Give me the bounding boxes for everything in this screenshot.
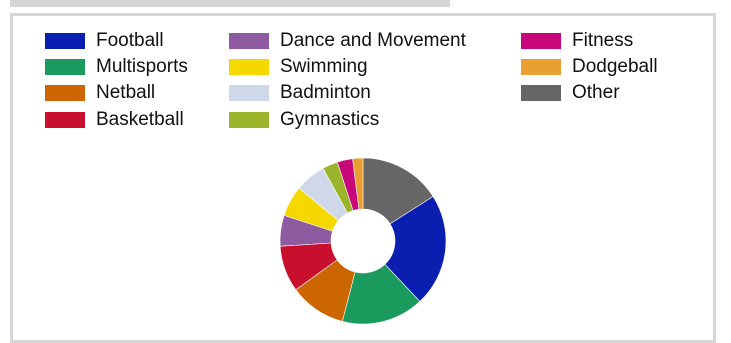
legend-swatch bbox=[521, 85, 561, 101]
legend-swatch bbox=[229, 85, 269, 101]
legend-item[interactable]: Dance and Movement bbox=[229, 31, 466, 51]
donut-slice-football[interactable] bbox=[384, 196, 447, 302]
legend-item[interactable]: Swimming bbox=[229, 57, 368, 77]
legend-label: Multisports bbox=[96, 56, 188, 77]
top-divider bbox=[10, 0, 450, 7]
donut-chart bbox=[279, 157, 447, 325]
legend-item[interactable]: Basketball bbox=[45, 110, 184, 130]
legend-swatch bbox=[45, 33, 85, 49]
donut-slice-dodgeball[interactable] bbox=[352, 157, 364, 210]
legend-swatch bbox=[229, 59, 269, 75]
legend-label: Basketball bbox=[96, 109, 184, 130]
legend-item[interactable]: Netball bbox=[45, 83, 155, 103]
legend-swatch bbox=[229, 33, 269, 49]
legend-item[interactable]: Dodgeball bbox=[521, 57, 658, 77]
legend-swatch bbox=[521, 33, 561, 49]
legend-item[interactable]: Other bbox=[521, 83, 620, 103]
legend-item[interactable]: Gymnastics bbox=[229, 110, 379, 130]
legend-swatch bbox=[45, 59, 85, 75]
legend-label: Badminton bbox=[280, 82, 371, 103]
legend-label: Dodgeball bbox=[572, 56, 658, 77]
legend-label: Football bbox=[96, 30, 164, 51]
legend-swatch bbox=[45, 112, 85, 128]
legend-label: Fitness bbox=[572, 30, 634, 51]
legend-item[interactable]: Fitness bbox=[521, 31, 633, 51]
legend-item[interactable]: Multisports bbox=[45, 57, 188, 77]
legend-label: Swimming bbox=[280, 56, 368, 77]
legend-swatch bbox=[229, 112, 269, 128]
legend-label: Other bbox=[572, 82, 620, 103]
legend-swatch bbox=[45, 85, 85, 101]
legend-label: Netball bbox=[96, 82, 156, 103]
legend-item[interactable]: Football bbox=[45, 31, 164, 51]
legend-item[interactable]: Badminton bbox=[229, 83, 371, 103]
legend-label: Dance and Movement bbox=[280, 30, 466, 51]
legend-label: Gymnastics bbox=[280, 109, 380, 130]
legend-swatch bbox=[521, 59, 561, 75]
